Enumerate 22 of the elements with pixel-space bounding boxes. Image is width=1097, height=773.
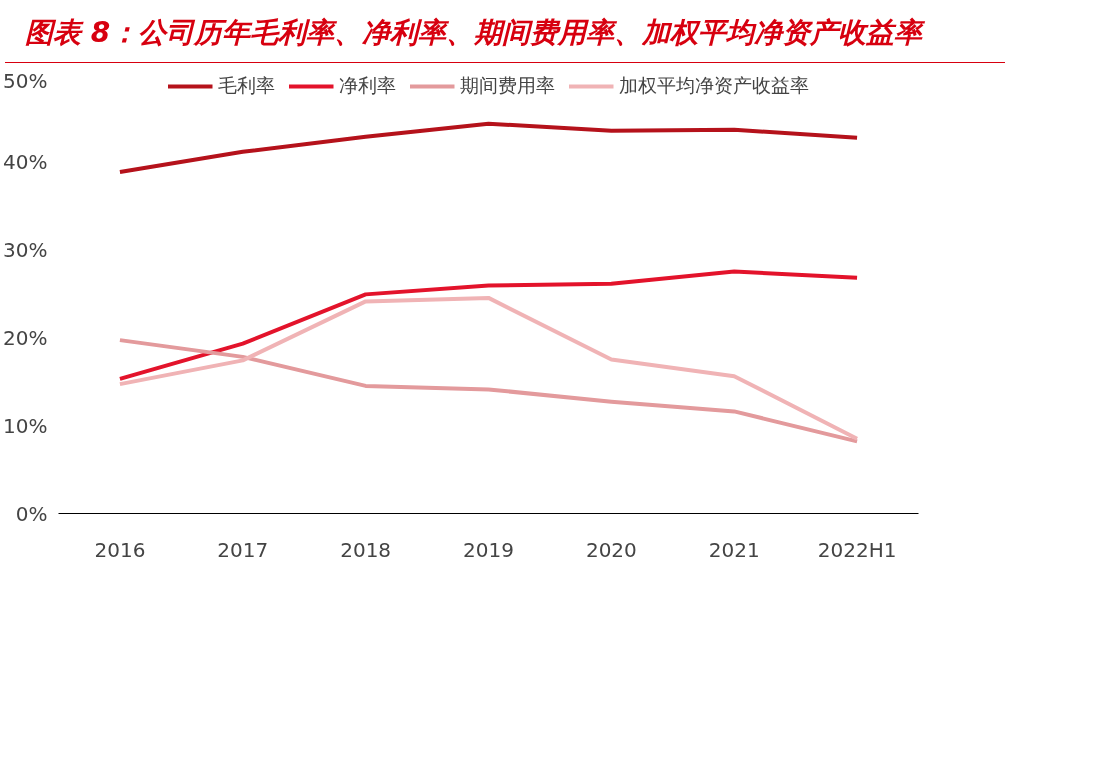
y-tick-label: 10% bbox=[3, 413, 48, 438]
y-tick-label: 0% bbox=[15, 501, 48, 526]
x-tick-label: 2021 bbox=[708, 537, 760, 562]
x-tick-label: 2016 bbox=[94, 537, 146, 562]
line-series bbox=[117, 295, 860, 441]
legend-label: 期间费用率 bbox=[459, 72, 555, 98]
x-tick-label: 2019 bbox=[463, 537, 514, 562]
line-series bbox=[117, 269, 860, 381]
line-series bbox=[117, 337, 860, 444]
x-tick-label: 2022H1 bbox=[817, 537, 897, 562]
line-series bbox=[117, 121, 860, 174]
chart-title: 图表 8：公司历年毛利率、净利率、期间费用率、加权平均净资产收益率 bbox=[25, 15, 923, 51]
x-tick-label: 2018 bbox=[340, 537, 392, 562]
y-tick-label: 50% bbox=[3, 68, 48, 93]
x-tick-label: 2017 bbox=[217, 537, 269, 562]
y-tick-label: 30% bbox=[3, 237, 48, 262]
y-tick-label: 20% bbox=[3, 325, 48, 350]
y-tick-label: 40% bbox=[3, 149, 48, 174]
legend-label: 加权平均净资产收益率 bbox=[618, 72, 809, 98]
legend-label: 净利率 bbox=[338, 72, 396, 98]
legend-label: 毛利率 bbox=[217, 72, 275, 98]
x-tick-label: 2020 bbox=[585, 537, 637, 562]
